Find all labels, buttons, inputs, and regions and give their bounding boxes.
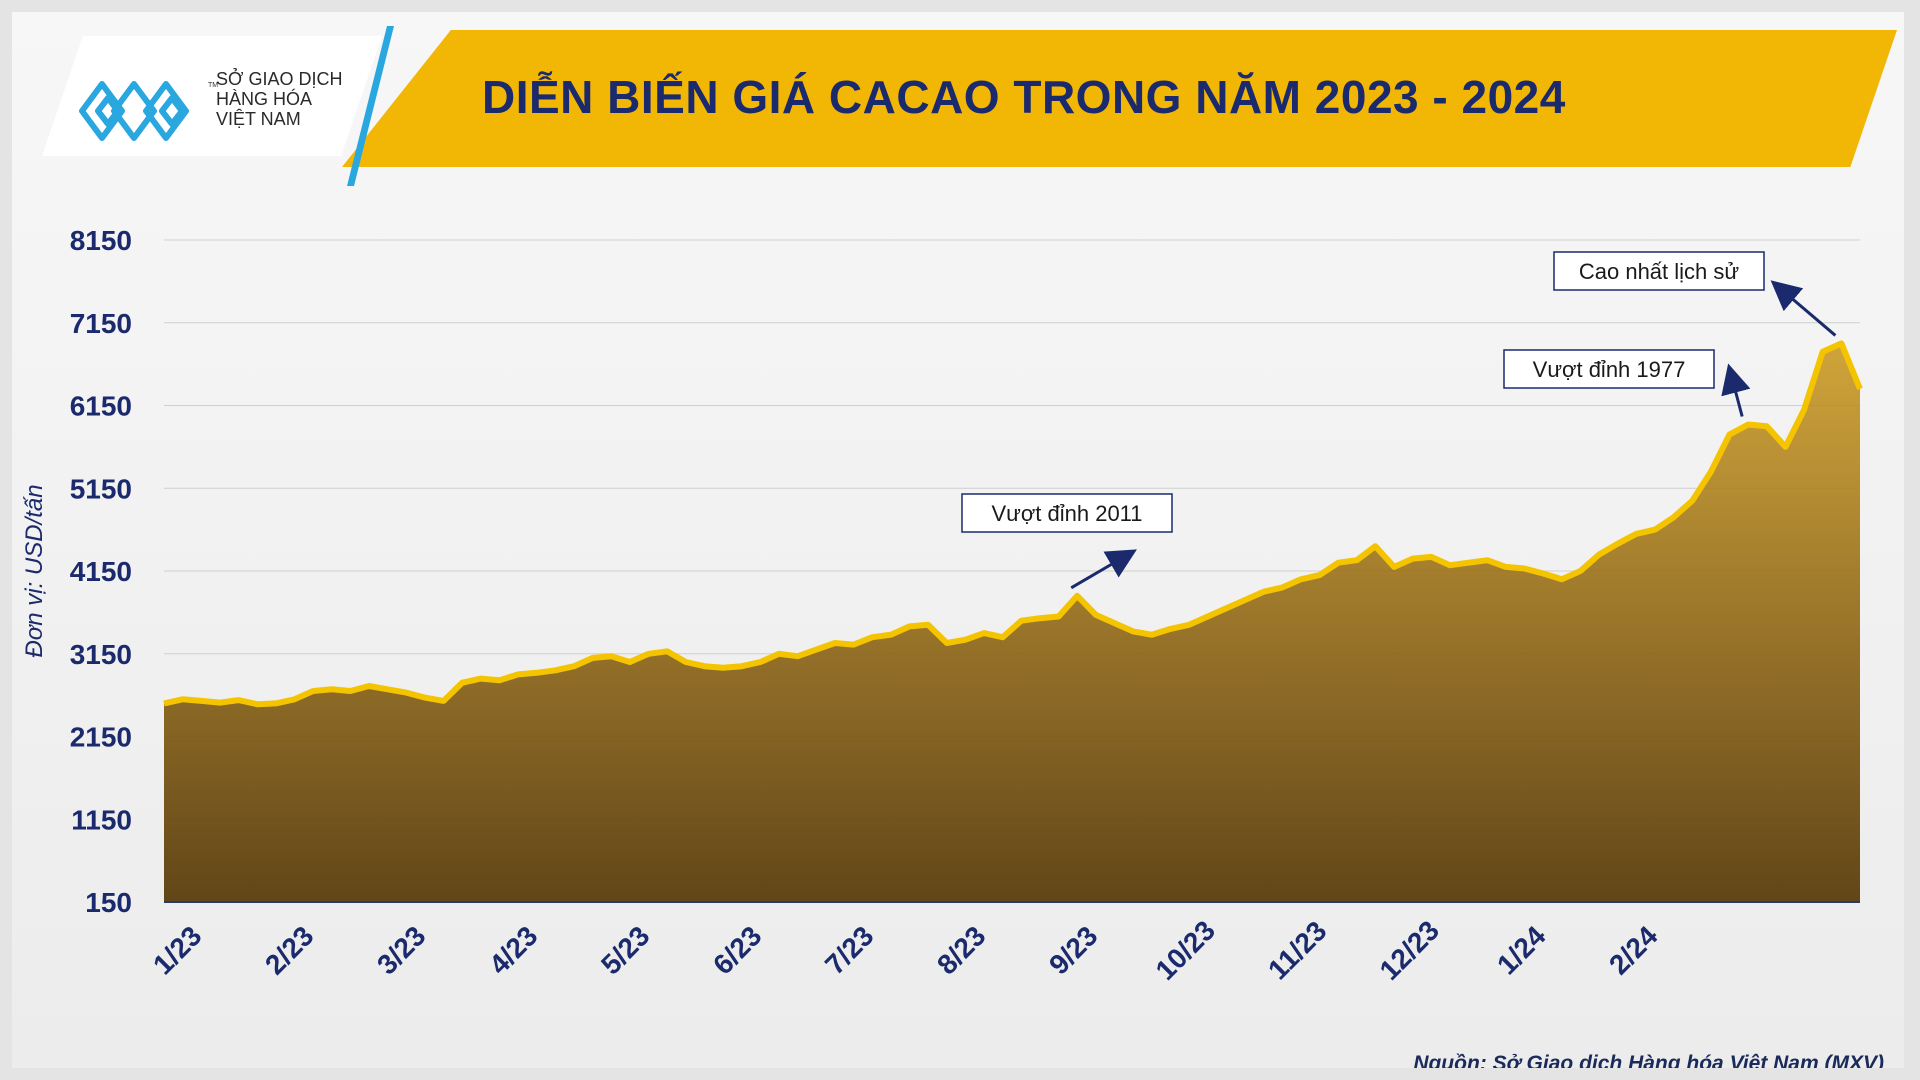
annotation-arrow xyxy=(1070,549,1137,590)
x-tick-label: 6/23 xyxy=(707,920,767,980)
y-tick-label: 150 xyxy=(85,887,132,918)
y-tick-label: 5150 xyxy=(70,473,132,504)
x-tick-label: 5/23 xyxy=(595,920,655,980)
annotation-box xyxy=(1503,349,1715,389)
y-tick-label: 8150 xyxy=(70,225,132,256)
source-note: Nguồn: Sở Giao dịch Hàng hóa Việt Nam (M… xyxy=(1413,1052,1884,1068)
price-line xyxy=(163,340,1863,708)
annotation-arrow xyxy=(1770,280,1837,337)
logo-line-1: SỞ GIAO DỊCH xyxy=(216,69,343,89)
x-tick-label: 12/23 xyxy=(1374,915,1445,986)
y-tick-label: 6150 xyxy=(70,391,132,422)
y-axis-title: Đơn vị: USD/tấn xyxy=(21,484,48,657)
x-tick-label: 2/24 xyxy=(1603,920,1664,981)
annotation-box xyxy=(961,493,1173,533)
price-area xyxy=(164,343,1860,902)
y-tick-label: 2150 xyxy=(70,722,132,753)
chart-title: DIỄN BIẾN GIÁ CACAO TRONG NĂM 2023 - 202… xyxy=(482,71,1566,123)
logo-text: SỞ GIAO DỊCH HÀNG HÓA VIỆT NAM xyxy=(216,69,342,129)
annotation-arrow xyxy=(1721,363,1751,417)
x-tick-label: 3/23 xyxy=(371,920,431,980)
y-tick-label: 4150 xyxy=(70,556,132,587)
x-tick-label: 7/23 xyxy=(819,920,879,980)
annotation-box xyxy=(1553,251,1765,291)
x-tick-label: 10/23 xyxy=(1150,915,1221,986)
x-tick-label: 4/23 xyxy=(483,920,543,980)
logo-accent-stripe xyxy=(347,26,394,186)
y-tick-label: 1150 xyxy=(71,804,132,835)
logo-trademark: TM xyxy=(208,82,219,89)
annotation-label: Vượt đỉnh 2011 xyxy=(991,501,1142,526)
x-tick-label: 1/24 xyxy=(1491,920,1552,981)
x-tick-label: 11/23 xyxy=(1262,915,1332,985)
y-tick-label: 7150 xyxy=(70,308,132,339)
chart-frame: DIỄN BIẾN GIÁ CACAO TRONG NĂM 2023 - 202… xyxy=(12,12,1904,1068)
x-tick-label: 1/23 xyxy=(147,920,207,980)
title-banner xyxy=(342,30,1897,167)
x-tick-label: 2/23 xyxy=(259,920,319,980)
logo-line-3: VIỆT NAM xyxy=(216,109,301,129)
x-tick-label: 9/23 xyxy=(1043,920,1103,980)
annotation-label: Cao nhất lịch sử xyxy=(1579,259,1740,284)
y-tick-label: 3150 xyxy=(70,639,132,670)
mxv-logo-icon xyxy=(79,81,189,141)
logo-line-2: HÀNG HÓA xyxy=(216,89,313,109)
x-tick-label: 8/23 xyxy=(931,920,991,980)
annotation-label: Vượt đỉnh 1977 xyxy=(1533,357,1686,382)
cacao-price-chart: 150 1150 2150 3150 4150 5150 6150 7150 8150 Đơn v… xyxy=(21,225,1863,986)
